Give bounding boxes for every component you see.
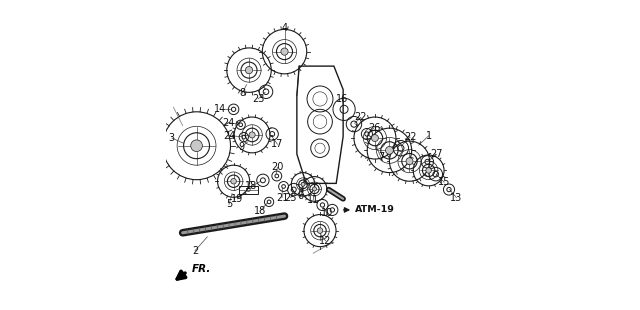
Text: 10: 10 xyxy=(321,208,333,218)
Text: 5: 5 xyxy=(226,199,232,209)
Text: 15: 15 xyxy=(438,177,451,187)
Text: 23: 23 xyxy=(252,94,264,104)
Circle shape xyxy=(281,48,288,55)
Text: 18: 18 xyxy=(253,206,266,216)
Text: 11: 11 xyxy=(307,195,319,205)
Circle shape xyxy=(406,158,413,165)
Text: 13: 13 xyxy=(451,193,463,203)
Text: 27: 27 xyxy=(431,149,443,159)
Circle shape xyxy=(191,140,202,152)
Circle shape xyxy=(301,182,305,186)
Circle shape xyxy=(231,179,236,184)
Text: 17: 17 xyxy=(271,139,284,149)
Text: 16: 16 xyxy=(336,94,348,104)
Text: 9: 9 xyxy=(238,142,244,152)
Text: 8: 8 xyxy=(239,88,245,98)
Text: 12: 12 xyxy=(319,236,332,246)
Text: 1: 1 xyxy=(426,131,432,141)
Text: 22: 22 xyxy=(355,112,367,122)
Text: FR.: FR. xyxy=(192,264,212,274)
Text: 19: 19 xyxy=(231,194,243,204)
Text: 21: 21 xyxy=(276,193,288,203)
Circle shape xyxy=(317,228,323,233)
Text: 3: 3 xyxy=(169,133,175,143)
Circle shape xyxy=(426,168,431,173)
Circle shape xyxy=(245,67,253,74)
Text: 18: 18 xyxy=(245,181,258,192)
Text: 24: 24 xyxy=(223,131,235,141)
Text: ATM-19: ATM-19 xyxy=(355,206,395,215)
Text: 6: 6 xyxy=(298,191,304,201)
Circle shape xyxy=(249,132,255,138)
Text: 4: 4 xyxy=(282,24,287,33)
Text: 20: 20 xyxy=(271,162,284,172)
Circle shape xyxy=(371,135,378,141)
Text: 25: 25 xyxy=(284,193,297,203)
Text: 7: 7 xyxy=(378,153,384,162)
Text: 2: 2 xyxy=(192,246,198,256)
Text: 14: 14 xyxy=(214,104,226,114)
Text: 24: 24 xyxy=(222,117,234,128)
Circle shape xyxy=(312,187,317,191)
Circle shape xyxy=(385,147,394,154)
Bar xyxy=(239,186,259,193)
Text: 26: 26 xyxy=(368,123,380,133)
Text: 22: 22 xyxy=(404,132,417,142)
